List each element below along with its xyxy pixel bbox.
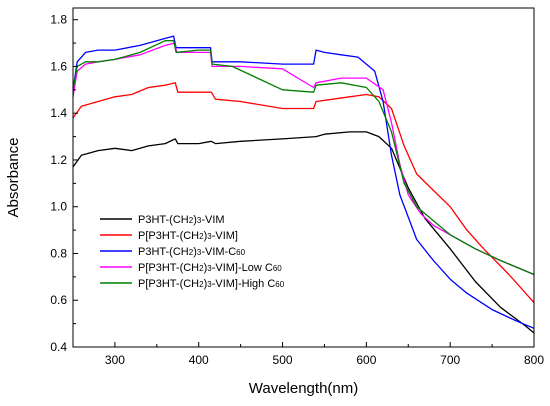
x-tick-label: 800: [524, 353, 544, 367]
x-tick-label: 700: [440, 353, 460, 367]
y-tick-label: 1.4: [50, 106, 67, 120]
y-tick-label: 0.6: [50, 293, 67, 307]
y-tick-label: 0.4: [50, 340, 67, 354]
x-tick-label: 600: [356, 353, 376, 367]
x-tick-label: 500: [273, 353, 293, 367]
ticks-layer: 300 400 500 600 700 800 0.4 0.6 0.8 1.0 1.2 1.4 1.6 1…: [50, 13, 544, 367]
y-tick-label: 0.8: [50, 246, 67, 260]
series-line-3: [72, 35, 535, 329]
legend: P3HT-(CH2)3-VIM P[P3HT-(CH2)3-VIM] P3HT-(C…: [100, 214, 285, 290]
x-axis-title: Wavelength(nm): [249, 380, 358, 397]
y-tick-label: 1.0: [50, 200, 67, 214]
y-tick-label: 1.8: [50, 13, 67, 27]
y-tick-label: 1.6: [50, 59, 67, 73]
series-line-4: [72, 42, 535, 276]
y-axis-title: Absorbance: [5, 137, 22, 217]
series-line-1: [72, 131, 535, 334]
legend-label-1: P3HT-(CH2)3-VIM: [138, 214, 225, 226]
y-tick-label: 1.2: [50, 153, 67, 167]
legend-label-5: P[P3HT-(CH2)3-VIM]-High C60: [138, 278, 285, 290]
series-layer: [72, 35, 535, 334]
series-line-5: [72, 40, 535, 276]
plot-frame: [72, 7, 535, 348]
legend-label-3: P3HT-(CH2)3-VIM-C60: [138, 246, 246, 258]
x-tick-label: 300: [105, 353, 125, 367]
x-tick-label: 400: [189, 353, 209, 367]
legend-label-2: P[P3HT-(CH2)3-VIM]: [138, 230, 238, 242]
series-line-2: [72, 82, 535, 304]
legend-label-4: P[P3HT-(CH2)3-VIM]-Low C60: [138, 262, 282, 274]
